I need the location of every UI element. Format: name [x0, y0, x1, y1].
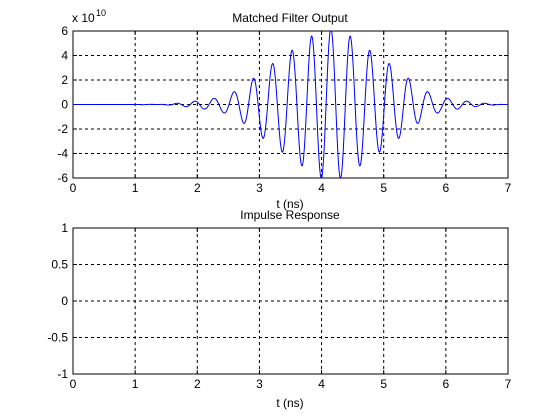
x-tick-label: 5 [380, 377, 387, 391]
axis-ticks [72, 227, 509, 375]
y-tick-label: -4 [57, 147, 68, 161]
y-tick-label: -6 [57, 171, 68, 185]
x-tick-label: 6 [443, 181, 450, 195]
y-tick-label: 0 [61, 98, 68, 112]
x-tick-label: 0 [70, 181, 77, 195]
chart-title: Matched Filter Output [232, 11, 348, 25]
x-tick-label: 3 [256, 377, 263, 391]
x-tick-label: 1 [132, 181, 139, 195]
x-tick-label: 4 [318, 377, 325, 391]
y-tick-labels: -1 -0.5 0 0.5 1 [47, 221, 68, 381]
x-tick-label: 6 [443, 377, 450, 391]
x-tick-label: 7 [505, 181, 512, 195]
x-tick-label: 1 [132, 377, 139, 391]
x-tick-label: 7 [505, 377, 512, 391]
y-tick-label: 0 [61, 294, 68, 308]
x-tick-label: 2 [194, 377, 201, 391]
x-tick-label: 5 [380, 181, 387, 195]
y-tick-label: -2 [57, 122, 68, 136]
x-tick-label: 0 [70, 377, 77, 391]
x-axis-label: t (ns) [276, 197, 303, 211]
x-axis-label: t (ns) [276, 396, 303, 410]
y-tick-label: 2 [61, 73, 68, 87]
y-tick-label: -0.5 [47, 331, 68, 345]
x-tick-labels: 0 1 2 3 4 5 6 7 [70, 377, 512, 391]
y-multiplier-label: x 10 [72, 11, 95, 25]
matched-filter-axes: 0 1 2 3 4 5 6 7 -6 -4 -2 0 2 4 6 Matched Filter Outpu… [57, 8, 511, 211]
x-tick-label: 3 [256, 181, 263, 195]
x-tick-label: 2 [194, 181, 201, 195]
x-tick-label: 4 [318, 181, 325, 195]
impulse-response-axes: 0 1 2 3 4 5 6 7 -1 -0.5 0 0.5 1 Impulse Response t … [47, 208, 511, 410]
y-tick-label: -1 [57, 367, 68, 381]
matched-filter-series-line [73, 30, 509, 179]
y-tick-label: 6 [61, 24, 68, 38]
y-tick-label: 4 [61, 49, 68, 63]
y-multiplier-exponent: 10 [96, 8, 106, 18]
x-tick-labels: 0 1 2 3 4 5 6 7 [70, 181, 512, 195]
y-tick-label: 0.5 [51, 258, 68, 272]
y-tick-label: 1 [61, 221, 68, 235]
chart-title: Impulse Response [240, 208, 340, 222]
y-tick-labels: -6 -4 -2 0 2 4 6 [57, 24, 68, 185]
grid-lines [73, 228, 508, 374]
